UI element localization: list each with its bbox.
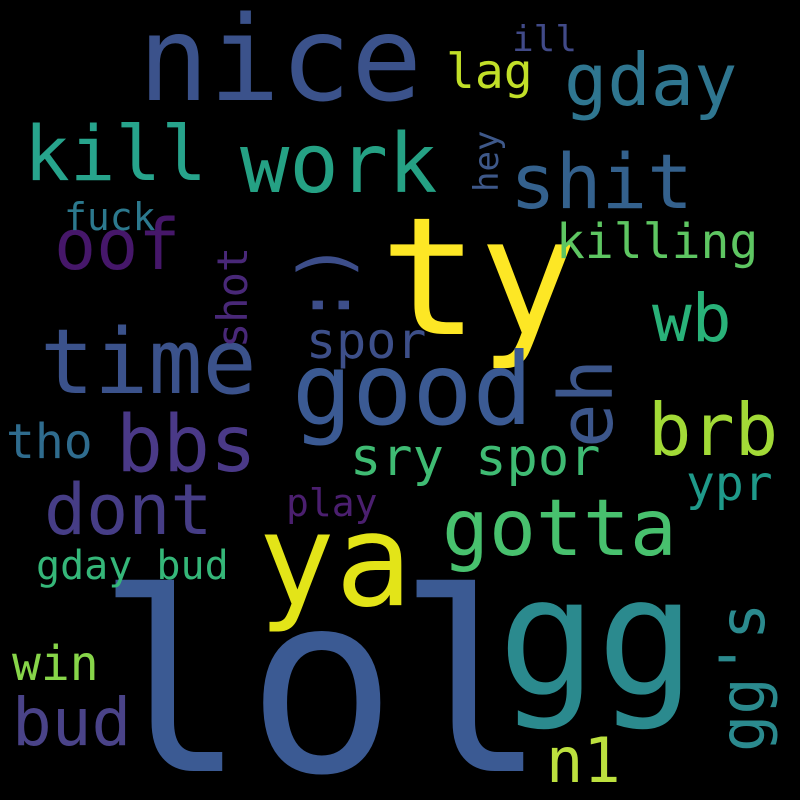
- word-win: win: [12, 636, 99, 692]
- word-hey: hey: [467, 130, 507, 192]
- word-play: play: [286, 481, 378, 525]
- word-tho: tho: [6, 414, 93, 470]
- word-eh: eh: [544, 358, 630, 448]
- word-lol: lol: [96, 539, 548, 800]
- word-ill: ill: [512, 19, 578, 60]
- word-gday-bud: gday bud: [36, 543, 229, 589]
- word-lag: lag: [446, 44, 533, 100]
- word-shit: shit: [510, 137, 694, 226]
- word-time: time: [40, 310, 257, 415]
- word-gg: gg: [498, 542, 696, 733]
- word-n1: n1: [546, 724, 621, 797]
- word-bud: bud: [12, 684, 132, 761]
- word-good: good: [292, 331, 533, 448]
- word-sry-spor: sry spor: [350, 428, 601, 488]
- word-killing: killing: [556, 214, 759, 270]
- word-spor: spor: [306, 312, 427, 370]
- word-ya: ya: [258, 487, 413, 636]
- word-work: work: [240, 117, 438, 212]
- word-ty: ty: [380, 182, 578, 373]
- word-kill: kill: [24, 109, 208, 198]
- word-gday: gday: [564, 38, 738, 122]
- word-brb: brb: [648, 388, 779, 472]
- word-smile: :): [284, 241, 366, 326]
- word-gotta: gotta: [442, 484, 677, 574]
- word-ypr: ypr: [686, 456, 773, 512]
- word-nice: nice: [138, 0, 423, 128]
- word-ggs: gg's: [706, 602, 779, 752]
- word-wb: wb: [652, 280, 732, 357]
- word-bbs: bbs: [116, 400, 257, 490]
- word-shot: shot: [208, 246, 257, 348]
- word-dont: dont: [44, 469, 213, 551]
- word-oof: oof: [54, 204, 181, 286]
- word-fuck: fuck: [64, 195, 156, 239]
